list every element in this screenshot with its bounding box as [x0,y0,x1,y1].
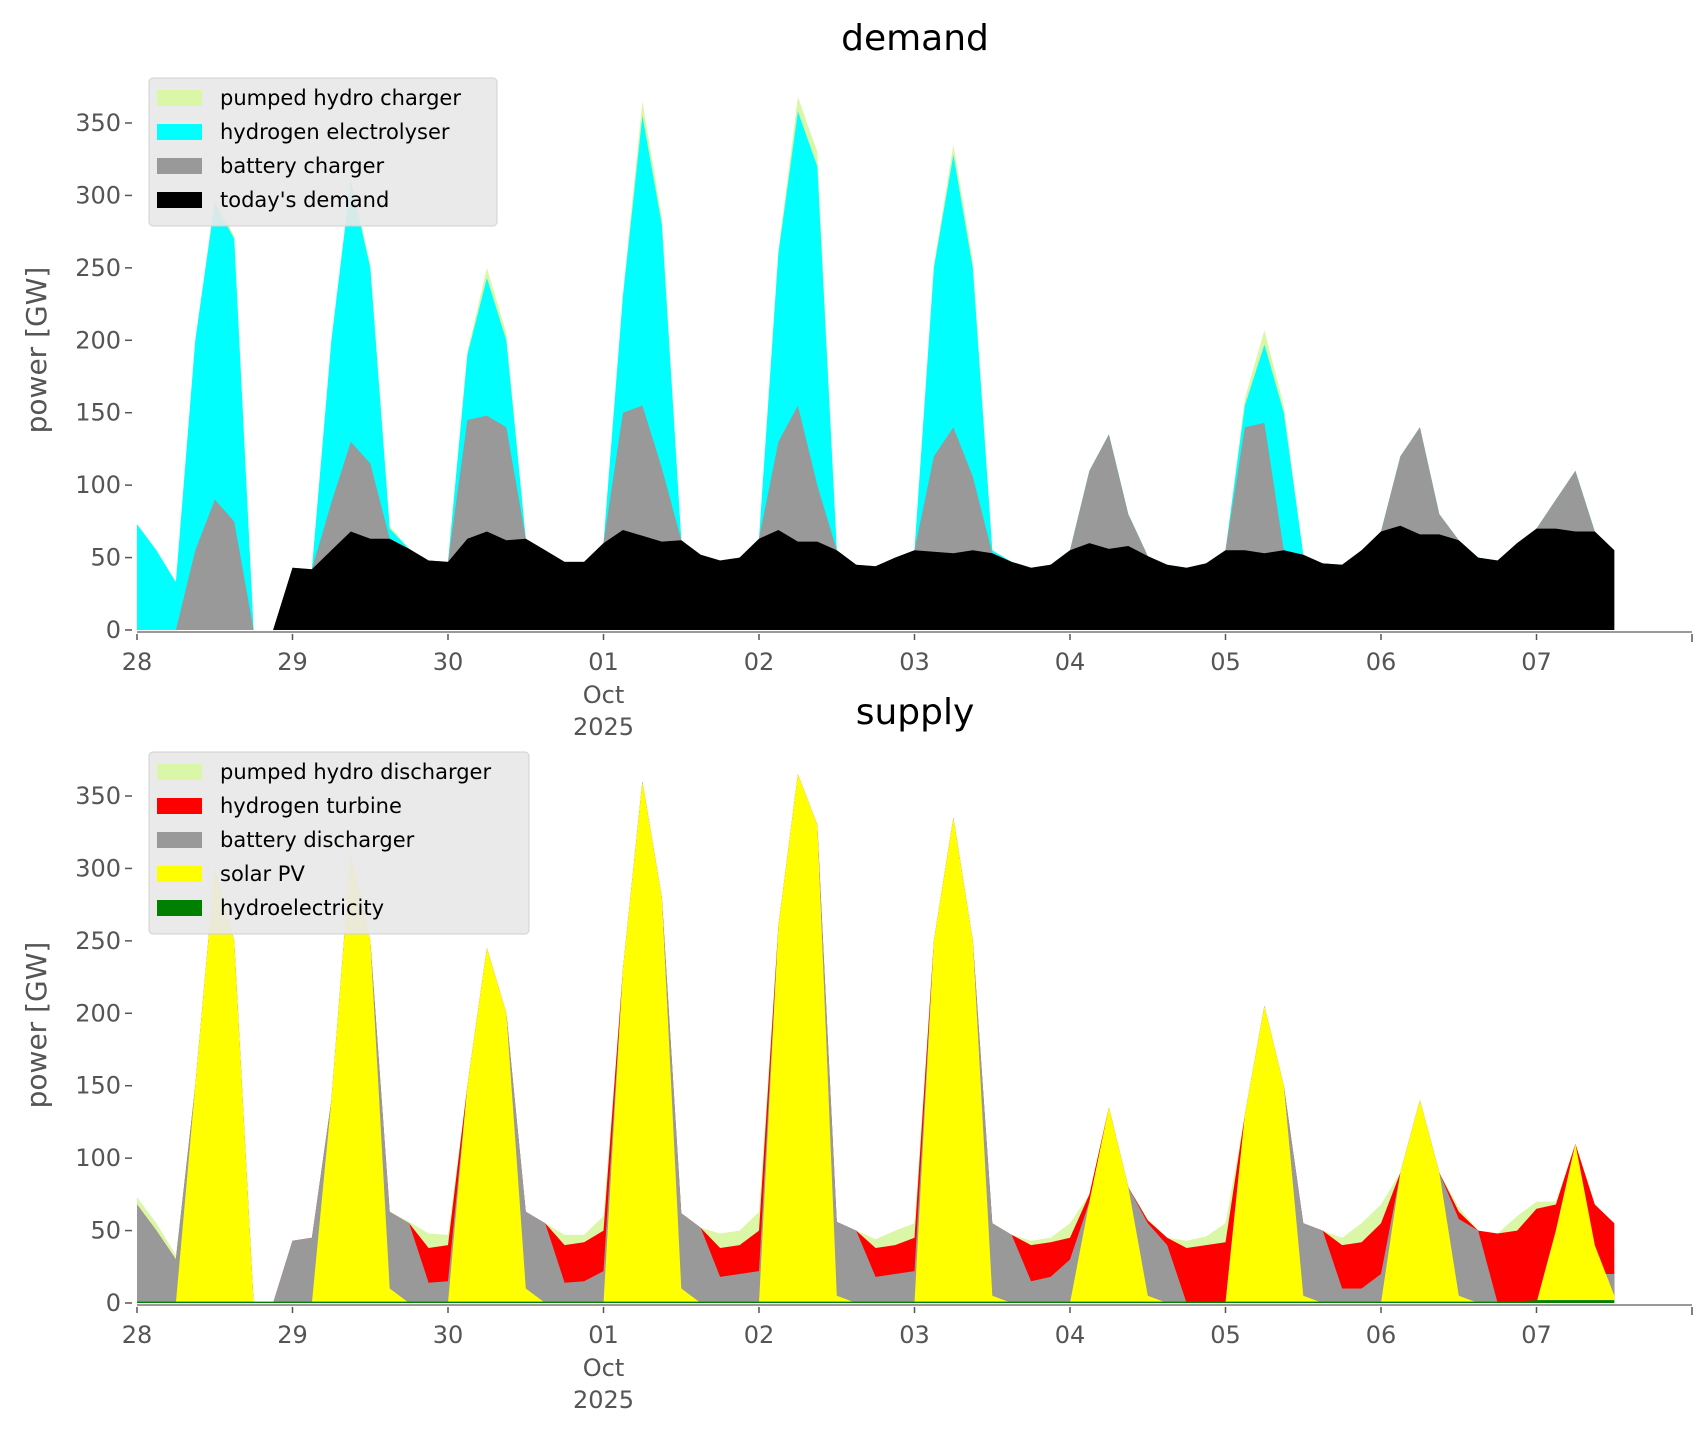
y-tick-label: 100 [75,1144,121,1172]
legend-swatch [157,798,202,814]
x-tick-label: 29 [277,648,308,676]
legend-swatch [157,900,202,916]
legend-label: solar PV [220,862,305,886]
y-tick-label: 350 [75,109,121,137]
y-tick-label: 100 [75,471,121,499]
legend-label: pumped hydro charger [220,86,461,110]
x-tick-label: 02 [744,1321,775,1349]
x-tick-label: 07 [1521,648,1552,676]
y-tick-label: 200 [75,999,121,1027]
x-tick-label: 02 [744,648,775,676]
legend-label: hydrogen electrolyser [220,120,450,144]
y-tick-label: 350 [75,782,121,810]
area-solar-pv [137,774,1615,1303]
legend-label: today's demand [220,188,389,212]
legend-label: battery charger [220,154,385,178]
y-tick-label: 300 [75,181,121,209]
legend-swatch [157,192,202,208]
y-tick-label: 0 [106,1289,121,1317]
legend-box [148,751,530,935]
legend-label: battery discharger [220,828,415,852]
supply-legend: pumped hydro discharger hydrogen turbine b… [148,751,530,935]
x-tick-label: 01 [588,648,619,676]
x-tick-label: 05 [1210,648,1241,676]
x-tick-label: 30 [433,648,464,676]
demand-y-axis-label: power [GW] [20,267,53,434]
demand-areas [137,96,1615,630]
x-tick-sublabel: Oct [583,681,625,709]
y-tick-label: 300 [75,854,121,882]
y-tick-label: 50 [90,1217,121,1245]
x-tick-label: 28 [122,1321,153,1349]
area-hydroelectricity [137,1300,1615,1303]
x-tick-label: 06 [1366,1321,1397,1349]
legend-label: pumped hydro discharger [220,760,491,784]
y-tick-label: 150 [75,1072,121,1100]
x-tick-label: 06 [1366,648,1397,676]
x-tick-label: 29 [277,1321,308,1349]
legend-swatch [157,158,202,174]
demand-title: demand [841,18,989,59]
legend-box [148,77,498,227]
x-tick-sublabel: 2025 [573,713,634,741]
x-tick-label: 01 [588,1321,619,1349]
y-tick-label: 150 [75,399,121,427]
y-tick-label: 250 [75,254,121,282]
legend-swatch [157,90,202,106]
x-tick-label: 04 [1055,1321,1086,1349]
legend-swatch [157,832,202,848]
legend-label: hydrogen turbine [220,794,402,818]
x-tick-sublabel: 2025 [573,1386,634,1414]
x-tick-label: 07 [1521,1321,1552,1349]
legend-swatch [157,866,202,882]
x-tick-label: 05 [1210,1321,1241,1349]
x-tick-label: 03 [899,648,930,676]
legend-label: hydroelectricity [220,896,384,920]
y-tick-label: 250 [75,927,121,955]
x-tick-label: 30 [433,1321,464,1349]
x-tick-label: 28 [122,648,153,676]
y-tick-label: 50 [90,544,121,572]
x-tick-label: 03 [899,1321,930,1349]
supply-areas [137,774,1615,1303]
legend-swatch [157,764,202,780]
y-tick-label: 200 [75,326,121,354]
supply-title: supply [856,692,975,733]
x-tick-sublabel: Oct [583,1354,625,1382]
area-today-s-demand [137,525,1615,630]
y-tick-label: 0 [106,616,121,644]
supply-y-axis-label: power [GW] [20,942,53,1109]
legend-swatch [157,124,202,140]
demand-legend: pumped hydro charger hydrogen electrolyse… [148,77,498,227]
x-tick-label: 04 [1055,648,1086,676]
